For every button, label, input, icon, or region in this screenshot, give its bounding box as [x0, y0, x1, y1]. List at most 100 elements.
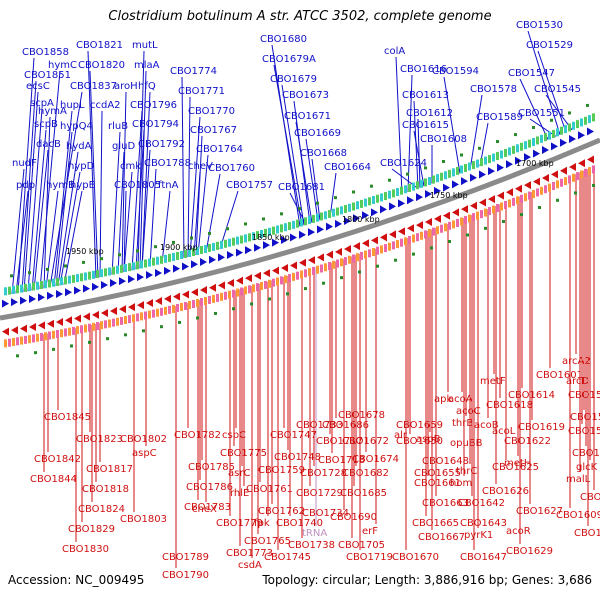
reverse-feature-box — [208, 295, 211, 304]
scale-tick — [388, 178, 391, 182]
forward-gene-arrow — [416, 193, 423, 202]
forward-feature-box — [572, 121, 575, 130]
forward-gene-label: rluB — [108, 121, 128, 132]
forward-feature-box — [432, 175, 435, 184]
forward-gene-arrow — [407, 196, 414, 205]
reverse-gene-label: acoA — [448, 394, 473, 405]
reverse-feature-box — [68, 327, 71, 336]
reverse-gene-arrow — [497, 191, 504, 200]
forward-gene-label: CBO1545 — [534, 84, 581, 95]
forward-gene-label: CBO1669 — [294, 128, 341, 139]
forward-feature-box — [136, 261, 139, 270]
reverse-feature-box — [524, 193, 527, 202]
reverse-feature-box — [160, 307, 163, 316]
forward-gene-arrow — [218, 253, 225, 262]
reverse-gene-label: CBO1762 — [258, 506, 305, 517]
reverse-gene-arrow — [272, 266, 279, 275]
reverse-feature-box — [88, 323, 91, 332]
forward-feature-box — [4, 287, 7, 296]
reverse-gene-arrow — [434, 214, 441, 223]
reverse-feature-box — [396, 240, 399, 249]
forward-gene-label: mutL — [132, 40, 158, 51]
reverse-feature-box — [460, 217, 463, 226]
forward-feature-box — [188, 249, 191, 258]
forward-gene-arrow — [119, 277, 126, 286]
forward-gene-line — [219, 190, 239, 249]
forward-feature-box — [272, 226, 275, 235]
forward-feature-box — [252, 232, 255, 241]
forward-gene-line — [141, 91, 151, 268]
reverse-feature-box — [308, 268, 311, 277]
reverse-feature-box — [544, 185, 547, 194]
reverse-gene-arrow — [263, 269, 270, 278]
forward-feature-box — [556, 128, 559, 137]
forward-feature-box — [296, 219, 299, 228]
forward-feature-box — [60, 277, 63, 286]
reverse-gene-label: aspC — [132, 448, 157, 459]
forward-feature-box — [564, 125, 567, 134]
forward-feature-box — [28, 283, 31, 292]
forward-feature-box — [72, 274, 75, 283]
forward-feature-box — [284, 223, 287, 232]
forward-gene-line — [141, 149, 151, 268]
forward-gene-line — [273, 64, 303, 226]
reverse-feature-box — [512, 197, 515, 206]
reverse-feature-box — [148, 310, 151, 319]
reverse-gene-arrow — [29, 322, 36, 331]
scale-tick — [226, 227, 229, 231]
reverse-gene-arrow — [38, 321, 45, 330]
reverse-gene-arrow — [344, 245, 351, 254]
reverse-feature-box — [272, 278, 275, 287]
forward-feature-box — [248, 233, 251, 242]
reverse-feature-box — [144, 311, 147, 320]
forward-feature-box — [256, 231, 259, 240]
forward-feature-box — [300, 218, 303, 227]
reverse-gene-label: CBO1705 — [338, 540, 385, 551]
reverse-gene-label: opuBB — [450, 438, 483, 449]
reverse-gene-arrow — [137, 301, 144, 310]
reverse-gene-arrow — [227, 279, 234, 288]
reverse-feature-box — [548, 183, 551, 192]
reverse-feature-box — [532, 190, 535, 199]
reverse-feature-box — [324, 263, 327, 272]
forward-gene-arrow — [560, 138, 567, 147]
forward-feature-box — [164, 254, 167, 263]
kbp-marker: 1850 kbp — [252, 233, 290, 242]
reverse-feature-box — [124, 316, 127, 325]
reverse-feature-box — [276, 277, 279, 286]
forward-gene-arrow — [353, 214, 360, 223]
reverse-feature-box — [236, 288, 239, 297]
reverse-gene-arrow — [110, 307, 117, 316]
forward-gene-label: hydA — [66, 141, 92, 152]
scale-tick — [352, 190, 355, 194]
forward-gene-label: CBO1679 — [270, 74, 317, 85]
forward-gene-line — [181, 76, 185, 259]
forward-feature-box — [392, 189, 395, 198]
forward-gene-arrow — [236, 248, 243, 257]
forward-gene-label: CBO1594 — [432, 66, 479, 77]
forward-feature-box — [500, 150, 503, 159]
forward-gene-label: hypE — [70, 180, 95, 191]
reverse-gene-label: CBO1674 — [352, 454, 399, 465]
reverse-feature-box — [292, 272, 295, 281]
kbp-marker: 1950 kbp — [66, 247, 104, 256]
reverse-feature-box — [584, 168, 587, 177]
scale-tick — [34, 351, 37, 355]
scale-tick — [484, 226, 487, 230]
forward-gene-arrow — [137, 273, 144, 282]
forward-feature-box — [240, 235, 243, 244]
forward-feature-box — [276, 225, 279, 234]
scale-tick — [28, 271, 31, 275]
reverse-gene-label: CBO1655 — [414, 468, 461, 479]
reverse-gene-arrow — [56, 317, 63, 326]
forward-feature-box — [480, 158, 483, 167]
forward-gene-label: scpA — [30, 98, 54, 109]
forward-gene-arrow — [344, 217, 351, 226]
forward-gene-arrow — [173, 264, 180, 273]
reverse-feature-box — [496, 204, 499, 213]
forward-gene-label: CBO1796 — [130, 100, 177, 111]
forward-gene-line — [149, 168, 157, 267]
forward-gene-arrow — [371, 208, 378, 217]
forward-gene-arrow — [38, 293, 45, 302]
scale-tick — [574, 191, 577, 195]
